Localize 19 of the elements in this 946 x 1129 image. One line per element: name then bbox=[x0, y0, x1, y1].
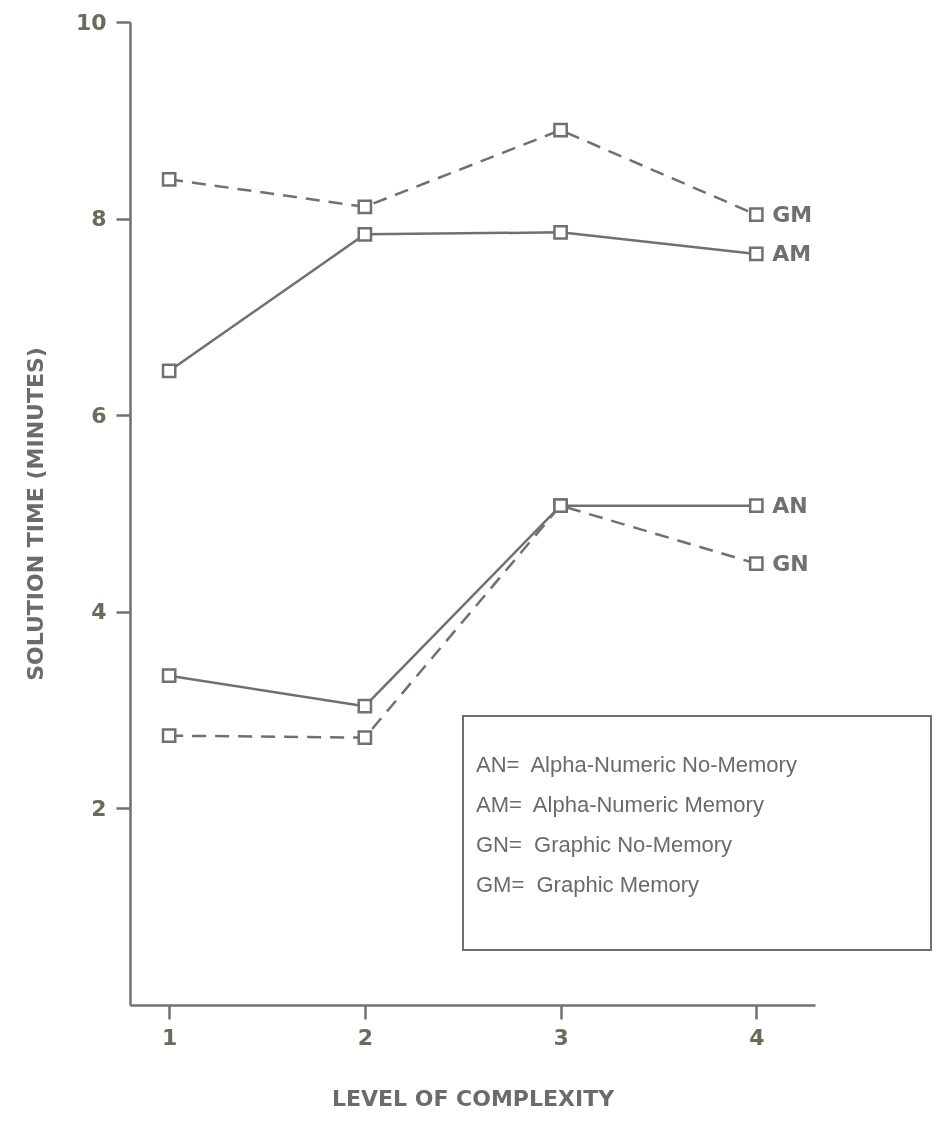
series-label: GM bbox=[772, 201, 813, 227]
x-axis-title: LEVEL OF COMPLEXITY bbox=[331, 1085, 616, 1111]
series-label: AN bbox=[772, 492, 808, 518]
x-tick-label: 2 bbox=[357, 1024, 374, 1050]
annotation: GM= Graphic Memory bbox=[476, 871, 701, 899]
y-tick-label: 6 bbox=[91, 402, 107, 428]
annotation: GN= Graphic No-Memory bbox=[476, 831, 734, 859]
x-tick-label: 4 bbox=[749, 1024, 765, 1050]
x-tick-label: 3 bbox=[553, 1024, 569, 1050]
annotation: AM= Alpha-Numeric Memory bbox=[476, 791, 765, 819]
y-tick-label: 2 bbox=[91, 795, 107, 821]
series-label: GN bbox=[772, 550, 809, 576]
annotation: AN= Alpha-Numeric No-Memory bbox=[476, 751, 798, 779]
y-tick-label: 10 bbox=[75, 9, 107, 35]
y-tick-label: 8 bbox=[91, 206, 107, 232]
y-axis-title: SOLUTION TIME (MINUTES) bbox=[22, 347, 48, 681]
x-tick-label: 1 bbox=[161, 1024, 178, 1050]
series-label: AM bbox=[772, 240, 812, 266]
y-tick-label: 4 bbox=[91, 599, 107, 625]
